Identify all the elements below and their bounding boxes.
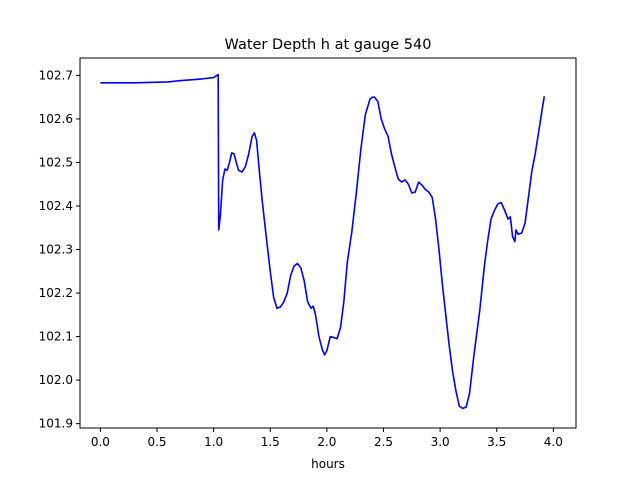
- y-tick-label: 102.3: [39, 243, 73, 257]
- y-tick-label: 102.6: [39, 112, 73, 126]
- plot-frame: [79, 57, 577, 429]
- plot-area: [79, 57, 577, 429]
- x-tick-label: 1.5: [261, 435, 280, 449]
- y-tick-label: 102.2: [39, 286, 73, 300]
- y-tick-label: 102.0: [39, 373, 73, 387]
- x-tick-label: 4.0: [544, 435, 563, 449]
- y-tick-label: 102.4: [39, 199, 73, 213]
- y-tick-label: 102.1: [39, 330, 73, 344]
- x-tick-label: 0.0: [91, 435, 110, 449]
- x-tick-label: 1.0: [204, 435, 223, 449]
- x-tick-label: 2.5: [374, 435, 393, 449]
- x-tick-label: 2.0: [317, 435, 336, 449]
- x-tick-label: 0.5: [147, 435, 166, 449]
- y-axis: 101.9 102.0 102.1 102.2 102.3 102.4 102.5 102.6…: [39, 68, 80, 431]
- series-line: [100, 73, 546, 410]
- x-tick-label: 3.5: [487, 435, 506, 449]
- y-tick-label: 101.9: [39, 417, 73, 431]
- series-layer: [100, 73, 546, 410]
- chart-title: Water Depth h at gauge 540: [225, 37, 432, 53]
- y-tick-label: 102.5: [39, 155, 73, 169]
- x-tick-label: 3.0: [431, 435, 450, 449]
- y-tick-label: 102.7: [39, 68, 73, 82]
- x-axis: 0.0 0.5 1.0 1.5 2.0 2.5 3.0 3.5 4.0: [91, 428, 563, 449]
- x-axis-label: hours: [311, 457, 345, 471]
